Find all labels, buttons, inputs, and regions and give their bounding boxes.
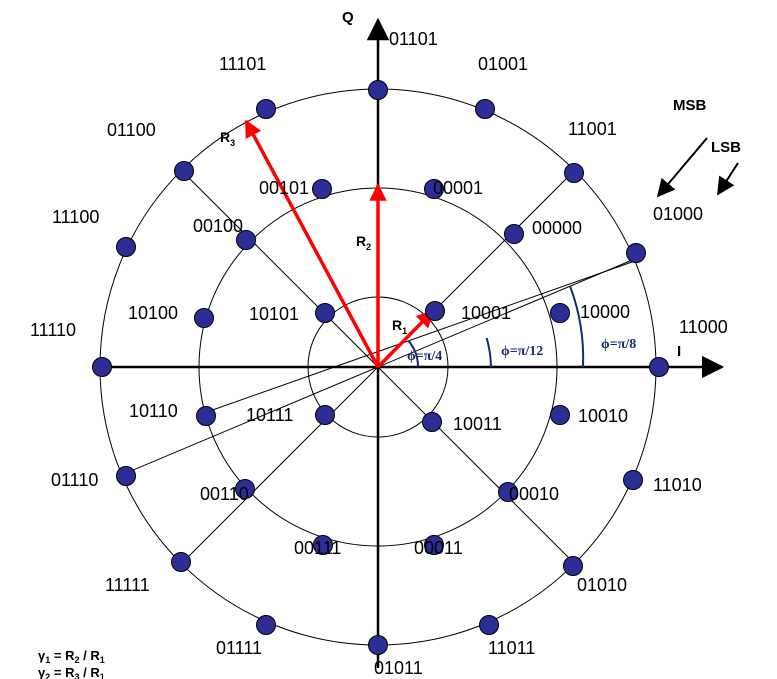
constellation-point-01010 [563, 556, 583, 576]
constellation-point-11001 [564, 163, 584, 183]
constellation-point-10011 [422, 412, 442, 432]
symbol-label-10101: 10101 [249, 304, 299, 324]
constellation-point-11011 [479, 615, 499, 635]
symbol-label-01101: 01101 [389, 29, 438, 49]
constellation-point-11010 [623, 470, 643, 490]
msb-arrow [656, 137, 708, 198]
symbol-label-00000: 00000 [532, 218, 582, 238]
constellation-labels: 10001 10101 10111 10011 10000 00000 00001 00101… [30, 29, 728, 678]
constellation-point-01101 [368, 80, 388, 100]
constellation-point-10111 [315, 405, 335, 425]
angle-arc-pi-4 [407, 340, 420, 368]
angle-line-22deg [203, 261, 633, 414]
constellation-point-01011 [368, 635, 388, 655]
symbol-label-11000: 11000 [679, 317, 728, 337]
constellation-point-00011 [424, 535, 444, 555]
symbol-label-00001: 00001 [433, 178, 483, 198]
angle-label-middle: ϕ=π/12 [501, 344, 543, 359]
constellation-point-00101 [312, 179, 332, 199]
symbol-label-10001: 10001 [461, 303, 511, 323]
symbol-label-00011: 00011 [414, 538, 463, 558]
symbol-label-00101: 00101 [259, 178, 309, 198]
constellation-point-10001 [425, 301, 445, 321]
symbol-label-00110: 00110 [200, 484, 249, 504]
symbol-label-11011: 11011 [488, 638, 535, 658]
symbol-label-11001: 11001 [568, 119, 617, 139]
vector-r3 [244, 119, 380, 368]
symbol-label-11010: 11010 [653, 475, 702, 495]
symbol-label-00010: 00010 [509, 484, 559, 504]
symbol-label-10000: 10000 [580, 302, 630, 322]
constellation-point-01001 [475, 99, 495, 119]
r3-label: R3 [220, 129, 235, 148]
constellation-point-11100 [116, 237, 136, 257]
constellation-point-11110 [92, 357, 112, 377]
constellation-point-01111 [256, 615, 276, 635]
r1-label: R1 [392, 317, 407, 336]
constellation-point-11101 [256, 99, 276, 119]
constellation-point-01100 [174, 161, 194, 181]
msb-label: MSB [673, 97, 707, 114]
symbol-label-10010: 10010 [578, 406, 628, 426]
symbol-label-10110: 10110 [129, 401, 178, 421]
symbol-label-10011: 10011 [453, 414, 502, 434]
angle-arc-pi-12 [485, 337, 492, 368]
symbol-label-11111: 11111 [105, 575, 150, 595]
angle-arc-pi-8 [569, 285, 585, 368]
symbol-label-11100: 11100 [52, 207, 99, 227]
symbol-label-11101: 11101 [219, 54, 266, 74]
vector-r1 [376, 309, 435, 369]
symbol-label-00100: 00100 [193, 216, 243, 236]
constellation-point-10010 [550, 405, 570, 425]
symbol-label-01001: 01001 [478, 54, 528, 74]
symbol-label-01010: 01010 [577, 575, 627, 595]
constellation-point-00001 [424, 179, 444, 199]
constellation-point-00010 [498, 482, 518, 502]
constellation-point-01110 [116, 466, 136, 486]
symbol-label-10100: 10100 [128, 303, 178, 323]
symbol-label-01111: 01111 [216, 638, 262, 658]
constellation-point-10101 [315, 303, 335, 323]
lsb-arrow [717, 162, 739, 196]
constellation-point-11000 [649, 357, 669, 377]
symbol-label-11110: 11110 [30, 320, 76, 340]
legend-example-code: 01000 [653, 204, 703, 224]
constellation-point-01000 [626, 243, 646, 263]
angle-label-outer: ϕ=π/8 [601, 337, 636, 352]
constellation-point-00000 [504, 224, 524, 244]
q-axis-label: Q [342, 9, 354, 26]
constellation-points [92, 80, 669, 655]
symbol-label-10111: 10111 [246, 405, 293, 425]
constellation-point-10110 [196, 406, 216, 426]
constellation-point-00111 [313, 535, 333, 555]
r2-label: R2 [356, 233, 371, 252]
constellation-point-10000 [550, 303, 570, 323]
formula-gamma2: γ2 = R3 / R1 [38, 665, 105, 679]
constellation-point-11111 [171, 552, 191, 572]
lsb-label: LSB [711, 139, 741, 156]
formula-gamma1: γ1 = R2 / R1 [38, 648, 105, 665]
symbol-label-01100: 01100 [107, 120, 156, 140]
constellation-point-10100 [194, 308, 214, 328]
symbol-label-01110: 01110 [51, 470, 98, 490]
symbol-label-01011: 01011 [374, 658, 423, 678]
symbol-label-00111: 00111 [294, 538, 341, 558]
constellation-point-00110 [235, 479, 255, 499]
i-axis-label: I [677, 343, 681, 360]
constellation-point-00100 [236, 230, 256, 250]
angle-label-inner: ϕ=π/4 [407, 349, 442, 364]
